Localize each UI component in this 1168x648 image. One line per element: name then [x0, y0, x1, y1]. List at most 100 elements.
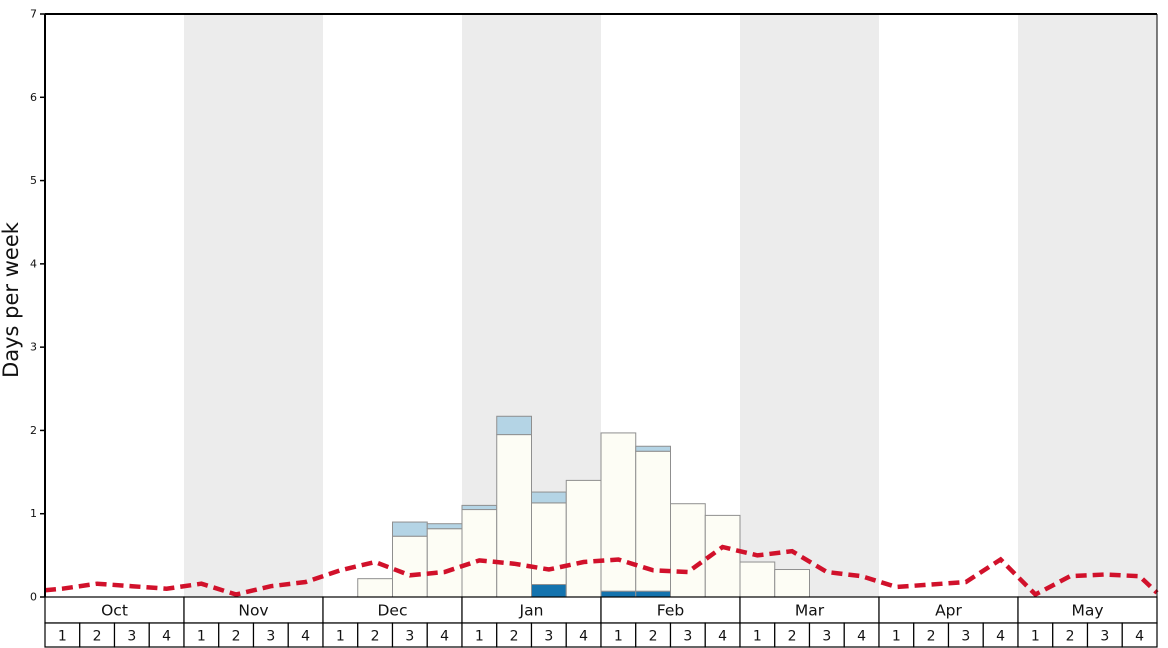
week-cell	[635, 622, 672, 648]
bar-white-segment	[739, 561, 776, 598]
bar-light-blue-segment	[531, 491, 567, 504]
y-tick-label: 3	[30, 341, 37, 354]
bar-white-segment	[461, 509, 498, 598]
bar-white-segment	[392, 535, 428, 598]
week-cell	[391, 622, 428, 648]
week-label: 2	[510, 629, 519, 645]
week-label: 1	[892, 629, 901, 645]
bar-white-segment	[670, 503, 706, 598]
month-label: Mar	[795, 602, 825, 620]
week-cell	[600, 622, 637, 648]
month-cell	[1017, 596, 1158, 624]
week-label: 4	[301, 629, 310, 645]
week-label: 3	[266, 629, 275, 645]
week-label: 3	[405, 629, 414, 645]
y-tick-label: 6	[30, 91, 37, 104]
week-label: 4	[162, 629, 171, 645]
week-label: 3	[961, 629, 970, 645]
week-label: 2	[232, 629, 241, 645]
month-band	[184, 14, 323, 597]
bar-dark-blue-segment	[600, 590, 637, 598]
month-band	[740, 14, 879, 597]
week-label: 3	[683, 629, 692, 645]
bar-white-segment	[531, 502, 567, 586]
month-label: Nov	[238, 602, 268, 620]
week-label: 2	[371, 629, 380, 645]
month-band	[1018, 14, 1157, 597]
month-cell	[44, 596, 185, 624]
week-cell	[947, 622, 984, 648]
week-label: 4	[440, 629, 449, 645]
week-cell	[878, 622, 915, 648]
week-cell	[148, 622, 185, 648]
week-label: 1	[475, 629, 484, 645]
bar-light-blue-segment	[392, 521, 428, 537]
week-label: 1	[58, 629, 67, 645]
week-cell	[669, 622, 706, 648]
month-label: Oct	[101, 602, 128, 620]
week-cell	[1086, 622, 1123, 648]
week-label: 4	[1135, 629, 1144, 645]
y-tick-label: 5	[30, 174, 37, 187]
week-label: 2	[93, 629, 102, 645]
average-line	[44, 544, 1159, 598]
week-cell	[113, 622, 150, 648]
bar-light-blue-segment	[635, 445, 671, 452]
week-label: 1	[336, 629, 345, 645]
month-label: Apr	[935, 602, 962, 620]
week-cell	[44, 622, 81, 648]
week-cell	[704, 622, 741, 648]
y-tick-label: 4	[30, 257, 37, 270]
week-cell	[357, 622, 394, 648]
month-label: Jan	[519, 602, 544, 620]
week-label: 1	[753, 629, 762, 645]
month-label: Feb	[657, 602, 684, 620]
week-label: 3	[544, 629, 553, 645]
week-label: 4	[857, 629, 866, 645]
y-axis-title: Days per week	[0, 221, 23, 378]
week-label: 4	[996, 629, 1005, 645]
week-label: 1	[1031, 629, 1040, 645]
week-label: 3	[1100, 629, 1109, 645]
week-cell	[808, 622, 845, 648]
week-cell	[913, 622, 950, 648]
week-cell	[774, 622, 811, 648]
week-cell	[496, 622, 533, 648]
y-tick-label: 0	[30, 591, 37, 604]
bar-light-blue-segment	[496, 415, 532, 436]
week-cell	[982, 622, 1019, 648]
y-tick-label: 2	[30, 424, 37, 437]
bar-white-segment	[635, 450, 671, 592]
month-cell	[878, 596, 1019, 624]
week-cell	[1121, 622, 1158, 648]
week-label: 1	[197, 629, 206, 645]
bar-light-blue-segment	[426, 523, 463, 530]
week-cell	[461, 622, 498, 648]
bar-white-segment	[774, 569, 810, 598]
bar-dark-blue-segment	[531, 584, 567, 598]
month-label: May	[1071, 602, 1103, 620]
month-cell	[739, 596, 880, 624]
bar-light-blue-segment	[461, 504, 498, 511]
week-cell	[322, 622, 359, 648]
week-label: 2	[927, 629, 936, 645]
week-label: 3	[127, 629, 136, 645]
bar-white-segment	[357, 578, 393, 598]
week-label: 4	[718, 629, 727, 645]
bar-white-segment	[496, 434, 532, 598]
week-label: 3	[822, 629, 831, 645]
bar-dark-blue-segment	[635, 590, 671, 598]
bar-white-segment	[565, 479, 602, 598]
week-label: 2	[1066, 629, 1075, 645]
week-cell	[79, 622, 116, 648]
week-label: 1	[614, 629, 623, 645]
month-cell	[183, 596, 324, 624]
bar-white-segment	[426, 528, 463, 598]
month-label: Dec	[378, 602, 408, 620]
y-tick-label: 1	[30, 507, 37, 520]
bar-white-segment	[600, 432, 637, 592]
week-cell	[252, 622, 289, 648]
week-label: 4	[579, 629, 588, 645]
